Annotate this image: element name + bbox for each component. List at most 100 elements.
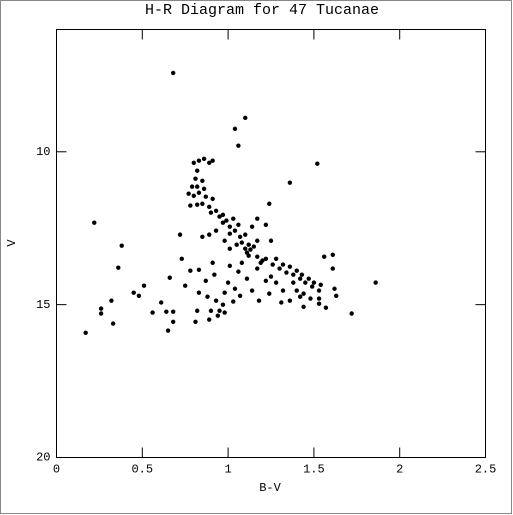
scatter-point bbox=[195, 184, 200, 189]
scatter-point bbox=[109, 298, 114, 303]
scatter-point bbox=[237, 293, 243, 298]
scatter-point bbox=[323, 305, 329, 310]
scatter-point bbox=[207, 160, 212, 165]
scatter-point bbox=[196, 290, 202, 295]
scatter-point bbox=[98, 306, 104, 311]
scatter-point bbox=[280, 262, 286, 267]
scatter-point bbox=[236, 222, 241, 228]
scatter-point bbox=[349, 311, 354, 316]
scatter-point bbox=[255, 266, 260, 271]
scatter-point bbox=[191, 193, 196, 199]
scatter-point bbox=[208, 210, 214, 215]
scatter-point bbox=[232, 126, 238, 132]
scatter-point bbox=[203, 278, 208, 283]
scatter-point bbox=[270, 262, 275, 267]
scatter-point bbox=[232, 228, 238, 233]
scatter-point bbox=[258, 260, 263, 265]
scatter-point bbox=[231, 216, 236, 221]
scatter-point bbox=[98, 311, 104, 316]
scatter-point bbox=[316, 296, 322, 301]
scatter-point bbox=[255, 216, 260, 221]
scatter-point bbox=[188, 268, 193, 273]
scatter-point bbox=[232, 286, 238, 291]
x-tick-label: 0.5 bbox=[131, 463, 153, 477]
scatter-point bbox=[196, 190, 202, 195]
scatter-point bbox=[207, 232, 212, 237]
scatter-point bbox=[297, 294, 303, 299]
scatter-point bbox=[220, 302, 226, 307]
scatter-point bbox=[186, 191, 191, 196]
scatter-point bbox=[222, 290, 227, 295]
scatter-point bbox=[255, 254, 260, 259]
scatter-point bbox=[330, 266, 335, 271]
scatter-point bbox=[321, 254, 327, 259]
scatter-point bbox=[196, 158, 202, 163]
scatter-point bbox=[210, 196, 215, 202]
scatter-point bbox=[183, 283, 188, 288]
scatter-point bbox=[244, 276, 250, 281]
scatter-point bbox=[191, 160, 196, 165]
scatter-point bbox=[212, 272, 217, 277]
scatter-point bbox=[239, 240, 245, 245]
y-tick-label: 20 bbox=[36, 451, 50, 465]
scatter-point bbox=[170, 309, 176, 314]
scatter-point bbox=[248, 247, 253, 252]
scatter-point bbox=[263, 222, 269, 228]
scatter-point bbox=[251, 244, 257, 249]
scatter-point bbox=[291, 272, 296, 277]
scatter-point bbox=[243, 232, 248, 237]
scatter-point bbox=[119, 243, 124, 248]
scatter-point bbox=[196, 267, 202, 272]
scatter-point bbox=[301, 304, 306, 309]
scatter-point bbox=[287, 264, 293, 269]
scatter-point bbox=[164, 309, 169, 314]
scatter-point bbox=[263, 278, 269, 283]
scatter-point bbox=[267, 201, 272, 206]
scatter-point bbox=[179, 256, 184, 261]
scatter-point bbox=[256, 298, 262, 303]
scatter-point bbox=[249, 288, 255, 293]
scatter-point bbox=[279, 300, 284, 305]
scatter-point bbox=[203, 194, 208, 199]
plot-frame bbox=[56, 29, 486, 458]
scatter-point bbox=[315, 161, 320, 166]
scatter-point bbox=[225, 280, 231, 285]
scatter-point bbox=[236, 143, 241, 148]
scatter-point bbox=[316, 288, 322, 293]
scatter-point bbox=[227, 231, 233, 236]
scatter-point bbox=[277, 266, 282, 271]
scatter-point bbox=[207, 317, 212, 322]
scatter-point bbox=[227, 246, 233, 251]
scatter-point bbox=[243, 115, 248, 121]
x-tick-label: 1 bbox=[224, 463, 231, 477]
scatter-point bbox=[236, 269, 241, 274]
scatter-point bbox=[195, 308, 200, 313]
scatter-point bbox=[308, 296, 313, 301]
scatter-point bbox=[267, 291, 272, 296]
scatter-point bbox=[165, 328, 171, 333]
scatter-point bbox=[193, 176, 198, 181]
scatter-point bbox=[303, 280, 308, 285]
scatter-point bbox=[280, 288, 286, 293]
scatter-point bbox=[217, 308, 222, 313]
scatter-point bbox=[332, 286, 337, 291]
scatter-point bbox=[83, 330, 88, 335]
scatter-point bbox=[249, 224, 255, 229]
scatter-point bbox=[246, 242, 251, 247]
scatter-point bbox=[220, 220, 226, 225]
scatter-point bbox=[273, 280, 279, 285]
scatter-point bbox=[268, 238, 274, 243]
scatter-point bbox=[208, 308, 214, 313]
scatter-point bbox=[284, 270, 289, 275]
scatter-point bbox=[213, 228, 219, 233]
scatter-point bbox=[239, 260, 245, 265]
x-tick-label: 0 bbox=[53, 463, 60, 477]
scatter-point bbox=[294, 288, 299, 293]
scatter-point bbox=[287, 180, 293, 185]
scatter-point bbox=[200, 201, 205, 206]
scatter-point bbox=[195, 168, 200, 173]
scatter-point bbox=[311, 280, 317, 285]
scatter-point bbox=[373, 280, 378, 285]
